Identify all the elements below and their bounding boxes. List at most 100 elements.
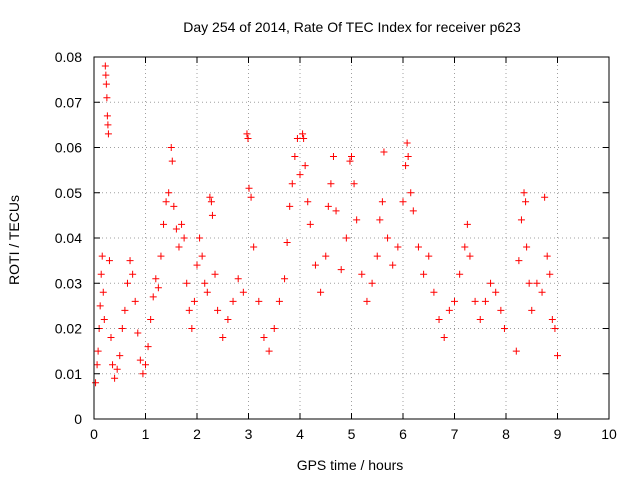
- y-axis-title: ROTI / TECUs: [6, 195, 22, 285]
- data-point: [358, 270, 366, 278]
- data-point: [456, 270, 464, 278]
- data-point: [500, 325, 508, 332]
- data-point: [425, 252, 433, 260]
- y-tick-label: 0.01: [55, 366, 82, 382]
- data-point: [337, 266, 345, 274]
- data-point: [270, 325, 278, 332]
- data-point: [224, 315, 232, 323]
- data-point: [306, 220, 314, 228]
- data-point: [528, 306, 536, 314]
- data-point: [175, 243, 183, 251]
- x-tick-label: 6: [399, 426, 407, 442]
- data-point: [311, 261, 319, 269]
- data-point: [394, 243, 402, 251]
- data-point: [551, 325, 559, 332]
- data-point: [154, 284, 162, 292]
- data-point: [243, 130, 251, 138]
- data-point: [247, 193, 255, 201]
- data-point: [497, 306, 505, 314]
- data-point: [348, 153, 355, 161]
- data-point: [111, 374, 119, 382]
- data-point: [129, 270, 137, 278]
- data-point: [99, 288, 107, 296]
- data-point: [376, 216, 384, 224]
- data-point: [116, 352, 124, 360]
- data-point: [142, 361, 149, 369]
- data-point: [389, 261, 397, 269]
- data-point: [260, 334, 268, 342]
- data-point: [152, 275, 160, 283]
- y-tick-label: 0: [74, 411, 82, 427]
- data-point: [239, 288, 247, 296]
- x-tick-label: 1: [142, 426, 150, 442]
- data-point: [380, 148, 388, 156]
- data-point: [546, 270, 554, 278]
- data-point: [160, 220, 168, 228]
- data-point: [149, 293, 157, 301]
- data-point: [353, 216, 361, 224]
- data-point: [487, 279, 495, 287]
- x-tick-label: 9: [554, 426, 562, 442]
- data-point: [548, 315, 556, 323]
- y-tick-label: 0.08: [55, 49, 82, 65]
- data-point: [520, 189, 528, 197]
- data-point: [207, 198, 215, 206]
- data-point: [123, 279, 131, 287]
- data-point: [466, 252, 474, 260]
- data-point: [399, 198, 407, 206]
- x-tick-label: 3: [245, 426, 253, 442]
- y-tick-label: 0.02: [55, 321, 82, 337]
- data-point: [93, 361, 101, 369]
- data-point: [109, 361, 117, 369]
- data-point: [103, 94, 111, 102]
- data-point: [407, 189, 415, 197]
- data-point: [180, 234, 188, 242]
- data-point: [134, 329, 142, 337]
- data-point: [300, 134, 308, 142]
- data-point: [172, 225, 180, 233]
- data-point: [121, 306, 129, 314]
- x-tick-labels: 0 1 2 3 4 5 6 7 8 9 10: [90, 426, 617, 442]
- data-point: [101, 62, 109, 70]
- data-point: [219, 334, 227, 342]
- data-point: [190, 297, 198, 305]
- x-tick-label: 10: [601, 426, 617, 442]
- data-point: [293, 134, 301, 142]
- data-point: [275, 297, 283, 305]
- data-point: [283, 239, 291, 247]
- data-point: [118, 325, 126, 332]
- x-tick-label: 2: [193, 426, 201, 442]
- data-point: [430, 288, 438, 296]
- data-point: [167, 144, 175, 151]
- y-tick-label: 0.03: [55, 275, 82, 291]
- data-point: [324, 202, 332, 210]
- data-point: [522, 198, 530, 206]
- data-point: [402, 162, 410, 170]
- data-point: [440, 334, 448, 342]
- data-point: [229, 297, 237, 305]
- data-point: [533, 279, 541, 287]
- data-point: [515, 257, 523, 265]
- data-point: [98, 252, 106, 260]
- data-point: [144, 343, 152, 351]
- axis-ticks: [93, 56, 610, 420]
- data-point: [136, 356, 144, 364]
- data-point: [96, 302, 104, 310]
- data-point: [170, 202, 178, 210]
- y-tick-label: 0.05: [55, 185, 82, 201]
- data-point: [481, 297, 489, 305]
- data-point: [461, 243, 469, 251]
- data-point: [131, 297, 139, 305]
- data-point: [317, 288, 325, 296]
- data-point: [107, 334, 115, 342]
- data-point: [147, 315, 155, 323]
- data-point: [126, 257, 134, 265]
- data-point: [201, 279, 209, 287]
- data-point: [492, 288, 500, 296]
- x-tick-label: 5: [348, 426, 356, 442]
- gridlines: [94, 57, 609, 419]
- data-point: [420, 270, 428, 278]
- data-point: [244, 134, 252, 142]
- data-point: [105, 257, 113, 265]
- data-point: [403, 139, 411, 147]
